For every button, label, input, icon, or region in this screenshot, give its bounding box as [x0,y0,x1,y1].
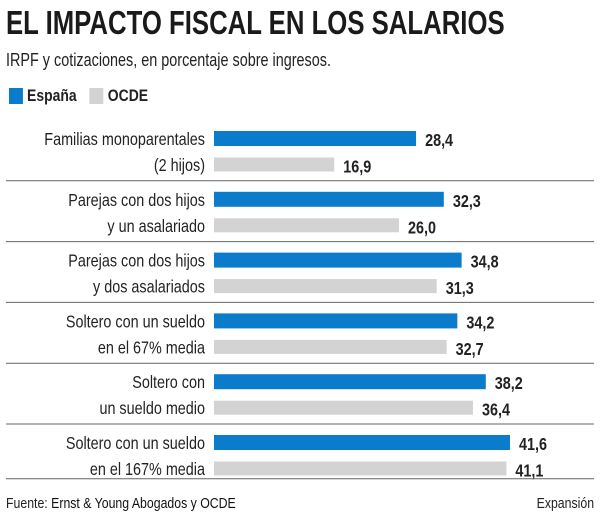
bar-ocde [214,339,447,354]
category-label-line2: (2 hijos) [154,156,205,176]
bar-ocde [214,157,335,172]
value-label-ocde: 36,4 [482,400,510,420]
value-label-ocde: 41,1 [515,461,543,481]
source-text: Ernst & Young Abogados y OCDE [51,495,236,512]
category-label-line1: Parejas con dos hijos [68,190,205,210]
bar-ocde [214,400,473,415]
category-label-line1: Soltero con un sueldo [66,434,205,454]
value-label-ocde: 31,3 [446,279,474,299]
bar-espana [214,435,510,450]
legend: España OCDE [9,86,161,106]
legend-label-espana: España [27,86,77,105]
value-label-espana: 28,4 [425,131,453,151]
category-label-line1: Soltero con un sueldo [66,312,205,332]
value-label-espana: 41,6 [519,435,547,455]
category-label-line2: en el 167% media [90,460,206,480]
category-label-line2: en el 67% media [98,338,206,358]
bar-espana [214,191,444,207]
category-label-line2: un sueldo medio [99,399,205,419]
legend-swatch-espana [9,88,23,104]
source-label: Fuente: [6,495,48,512]
chart-subtitle: IRPF y cotizaciones, en porcentaje sobre… [6,50,331,70]
bar-espana [214,313,458,329]
bar-ocde [214,279,437,294]
legend-item-espana: España [9,86,77,106]
credit: Expansión [536,495,594,512]
category-label-line1: Familias monoparentales [44,130,205,150]
legend-swatch-ocde [89,88,104,104]
legend-label-ocde: OCDE [107,86,149,105]
legend-item-ocde: OCDE [89,86,149,106]
value-label-ocde: 16,9 [343,157,371,177]
value-label-ocde: 32,7 [456,339,484,359]
value-label-espana: 38,2 [495,374,523,394]
category-label-line1: Parejas con dos hijos [68,251,205,271]
chart-title: EL IMPACTO FISCAL EN LOS SALARIOS [6,4,505,41]
value-label-ocde: 26,0 [408,218,436,238]
bar-espana [214,252,462,268]
category-label-line2: y dos asalariados [93,277,205,297]
value-label-espana: 34,2 [466,313,494,333]
bar-ocde [214,461,507,476]
value-label-espana: 32,3 [453,191,481,211]
bar-espana [214,374,486,390]
category-label-line2: y un asalariado [107,216,205,236]
source-note: Fuente: Ernst & Young Abogados y OCDE [6,495,236,512]
bar-espana [214,131,417,146]
category-label-line1: Soltero con [132,373,205,393]
bar-ocde [214,218,399,233]
value-label-espana: 34,8 [471,252,499,272]
